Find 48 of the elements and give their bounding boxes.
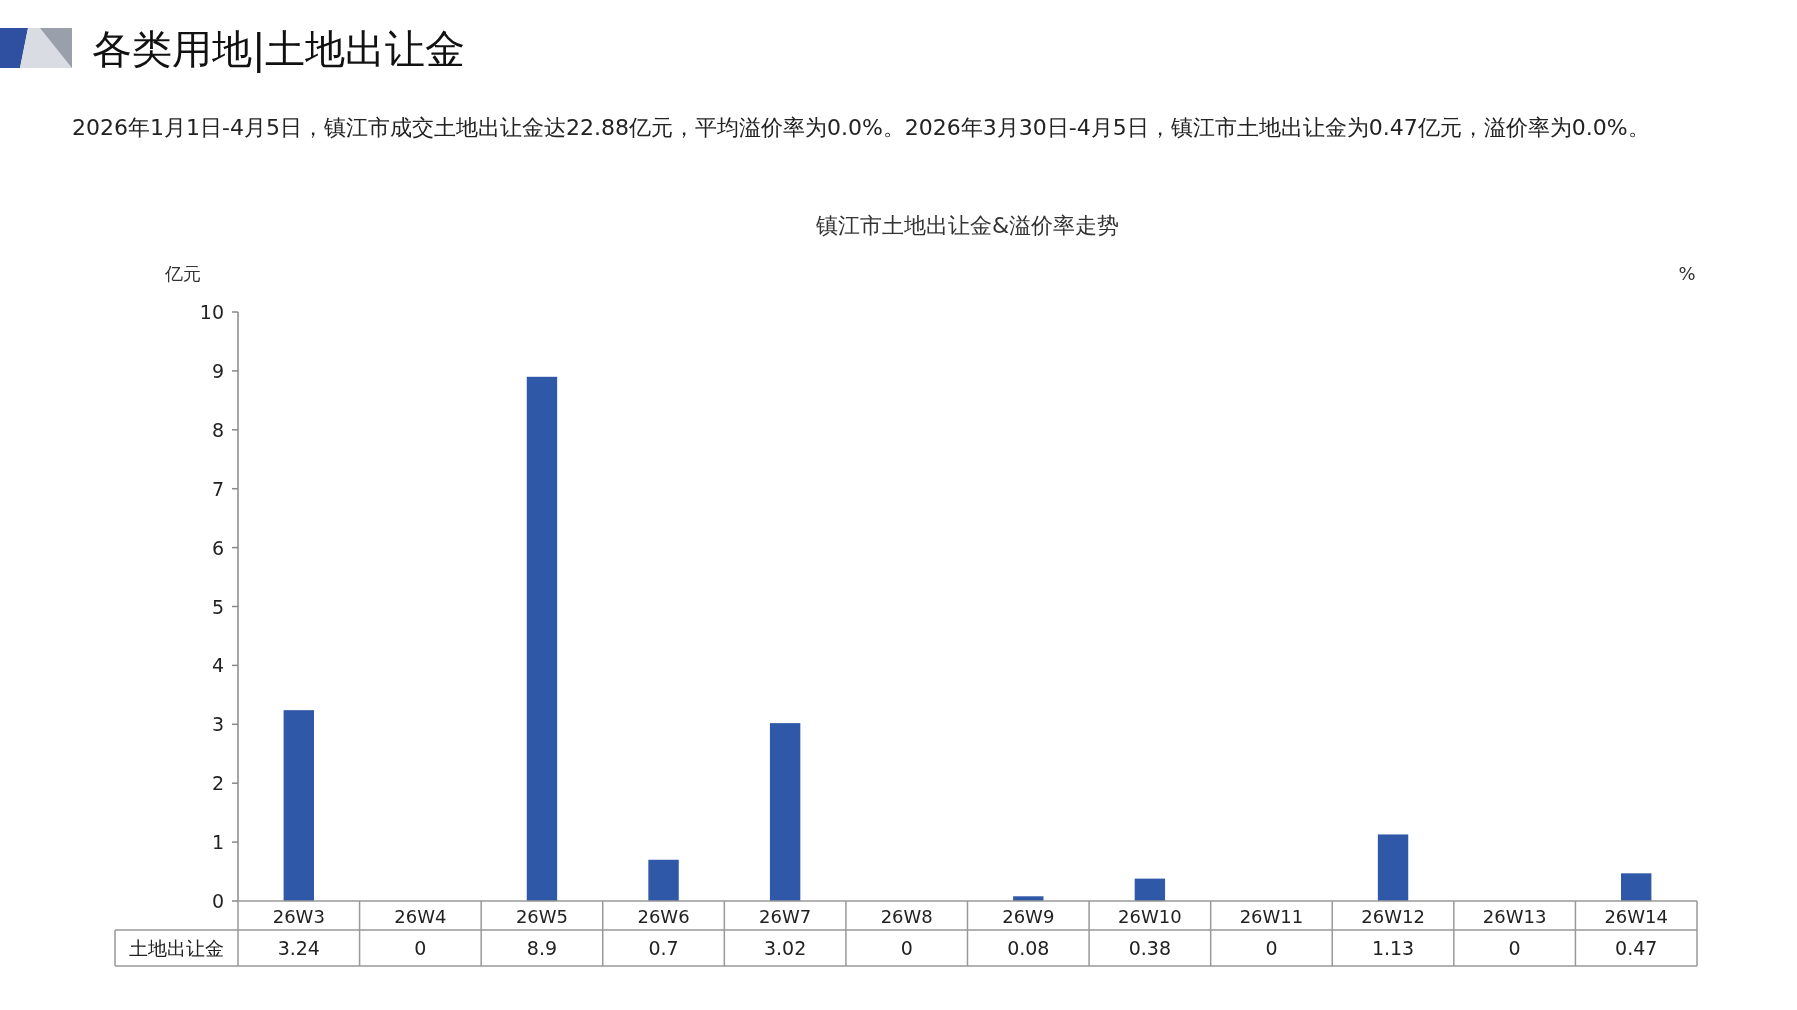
x-tick-label: 26W10: [1118, 906, 1182, 927]
x-tick-label: 26W6: [637, 906, 690, 927]
data-label: 0: [414, 937, 427, 959]
y-tick-label: 6: [211, 536, 224, 559]
y-tick-label: 0: [211, 890, 224, 912]
x-tick-label: 26W9: [1002, 906, 1055, 927]
data-label: 1.13: [1371, 937, 1415, 959]
data-label: 3.02: [763, 937, 807, 959]
x-tick-label: 26W5: [515, 906, 569, 927]
data-label: 0.08: [1007, 937, 1050, 959]
data-label: 0: [900, 937, 913, 959]
y-tick-label: 4: [211, 654, 224, 677]
chart-title: 镇江市土地出让金&溢价率走势: [814, 213, 1120, 238]
chart-subtitle: 2026年1月1日-4月5日，镇江市成交土地出让金达22.88亿元，平均溢价率为0.0%。2026年3月30日-4月5日，镇江市土地出让金为0.47亿元，溢价率为0.0%。: [72, 114, 1651, 142]
y-tick-label: 8: [211, 418, 224, 441]
y-tick-label: 5: [211, 595, 224, 618]
y-axis-title: 亿元: [164, 263, 201, 284]
x-tick-label: 26W4: [394, 906, 447, 927]
x-tick-label: 26W3: [272, 906, 325, 927]
y-tick-label: 10: [199, 301, 224, 323]
y-tick-label: 3: [211, 713, 224, 736]
bar: [1134, 878, 1166, 901]
text: 各类用地|土地出让金: [92, 25, 466, 75]
data-label: 8.9: [526, 937, 558, 959]
y2-axis-title: %: [1678, 263, 1696, 284]
bar: [1621, 873, 1652, 901]
bar: [283, 710, 314, 901]
bar: [526, 376, 558, 901]
data-label: 0: [1508, 937, 1521, 959]
bar: [769, 723, 801, 901]
x-tick-label: 26W13: [1482, 906, 1547, 927]
data-label: 3.24: [277, 937, 320, 959]
data-label: 0.38: [1128, 937, 1172, 959]
y-tick-label: 9: [211, 359, 224, 382]
bar: [1377, 834, 1409, 901]
text: 土地出让金: [129, 937, 224, 959]
bar: [648, 859, 679, 901]
x-tick-label: 26W12: [1361, 906, 1425, 927]
x-tick-label: 26W11: [1239, 906, 1304, 927]
x-tick-label: 26W8: [880, 906, 933, 927]
data-label: 0: [1265, 937, 1278, 959]
x-tick-label: 26W7: [759, 906, 812, 927]
y-tick-label: 7: [211, 477, 224, 500]
data-label: 0.7: [648, 937, 679, 959]
data-label: 0.47: [1615, 937, 1658, 959]
y-tick-label: 1: [211, 831, 224, 854]
y-tick-label: 2: [211, 772, 224, 795]
x-tick-label: 26W14: [1604, 906, 1669, 927]
